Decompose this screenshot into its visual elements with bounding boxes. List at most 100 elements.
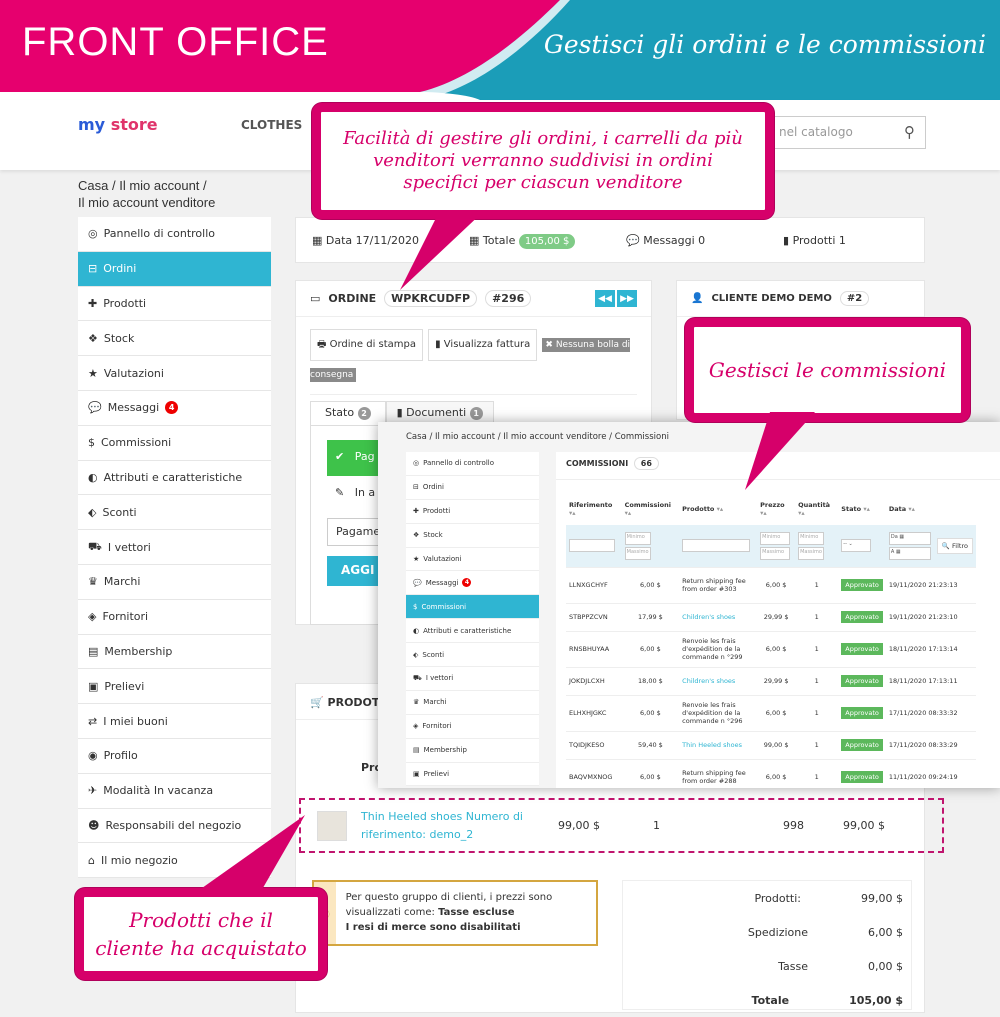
overlay-sidebar-item[interactable]: ◎ Pannello di controllo <box>406 452 539 476</box>
next-order-button[interactable]: ▶▶ <box>617 290 637 307</box>
commissions-table: Riferimento ▾▴ Commissioni ▾▴ Prodotto ▾▴ P… <box>566 492 976 788</box>
credit-card-icon: ▭ <box>310 292 321 305</box>
overlay-sidebar-item[interactable]: ◐ Attributi e caratteristiche <box>406 619 539 644</box>
filter-qty-min[interactable]: Minimo <box>798 531 825 545</box>
user-icon: ◉ <box>88 749 98 763</box>
plane-icon: ✈ <box>88 784 98 798</box>
filter-reference[interactable] <box>569 539 615 553</box>
sidebar-item[interactable]: ⬖ Sconti <box>78 495 271 531</box>
overlay-sidebar-item[interactable]: 💬 Messaggi 4 <box>406 571 539 596</box>
star-icon: ★ <box>88 366 98 380</box>
overlay-sidebar-item[interactable]: ▣ Prelievi <box>406 763 539 787</box>
filter-qty-max[interactable]: Massimo <box>798 546 825 560</box>
overlay-sidebar-item[interactable]: ★ Valutazioni <box>406 548 539 572</box>
adjust-icon: ◐ <box>413 626 420 635</box>
breadcrumb-account[interactable]: Il mio account <box>119 178 200 193</box>
gift-icon: ✚ <box>413 507 419 516</box>
sidebar-item[interactable]: ✚ Prodotti <box>78 287 271 322</box>
sidebar-item-label: Valutazioni <box>103 366 164 380</box>
banner-title: FRONT OFFICE <box>22 20 329 64</box>
column-header[interactable]: Prodotto ▾▴ <box>682 504 724 513</box>
store-logo[interactable]: my store <box>78 115 158 134</box>
sidebar-item-label: I vettori <box>107 540 151 554</box>
tab-status[interactable]: Stato 2 <box>310 401 386 425</box>
search-icon[interactable]: ⚲ <box>904 123 915 141</box>
sort-icon[interactable]: ▾▴ <box>908 504 915 513</box>
sidebar-item[interactable]: $ Commissioni <box>78 426 271 461</box>
column-header[interactable]: Prezzo ▾▴ <box>760 500 785 517</box>
filter-commission-min[interactable]: Minimo <box>624 531 651 545</box>
search-input[interactable]: nel catalogo ⚲ <box>760 116 926 149</box>
exchange-icon: ⇄ <box>88 714 98 728</box>
sidebar-item[interactable]: 💬 Messaggi 4 <box>78 391 271 426</box>
sidebar-item[interactable]: ❖ Stock <box>78 321 271 357</box>
column-header[interactable]: Riferimento ▾▴ <box>569 500 613 517</box>
product-link[interactable]: Thin Heeled shoes <box>679 731 758 760</box>
filter-price-max[interactable]: Massimo <box>760 546 791 560</box>
print-order-button[interactable]: 🖶 Ordine di stampa <box>310 329 424 361</box>
breadcrumb-seller-account[interactable]: Il mio account venditore <box>78 195 216 210</box>
card-icon: ▤ <box>413 746 420 755</box>
column-header[interactable]: Quantità ▾▴ <box>798 500 831 517</box>
overlay-sidebar-item[interactable]: $ Commissioni <box>406 595 539 620</box>
sidebar-item[interactable]: ◎ Pannello di controllo <box>78 217 271 252</box>
sidebar-item[interactable]: ◈ Fornitori <box>78 600 271 635</box>
sidebar-item-label: Sconti <box>102 505 137 519</box>
column-header[interactable]: Commissioni ▾▴ <box>624 500 671 517</box>
overlay-sidebar-item[interactable]: ♛ Marchi <box>406 691 539 715</box>
column-header[interactable]: Stato ▾▴ <box>841 504 870 513</box>
filter-date-from[interactable]: Da ▦ <box>888 531 931 545</box>
sort-icon[interactable]: ▾▴ <box>624 508 632 517</box>
overlay-sidebar-item[interactable]: ❖ Stock <box>406 524 539 548</box>
sidebar-item[interactable]: ★ Valutazioni <box>78 356 271 391</box>
overlay-sidebar-item[interactable]: ◈ Fornitori <box>406 715 539 739</box>
product-link[interactable]: Children's shoes <box>679 603 758 632</box>
product-link[interactable]: Thin Heeled shoes Numero di riferimento:… <box>361 809 523 841</box>
filter-price-min[interactable]: Minimo <box>760 531 791 545</box>
sidebar-item[interactable]: ⛟ I vettori <box>78 530 271 565</box>
commissions-screenshot: Casa / Il mio account / Il mio account v… <box>378 422 1000 788</box>
sidebar-item[interactable]: ⊟ Ordini <box>78 251 271 287</box>
sidebar-item[interactable]: ♛ Marchi <box>78 565 271 600</box>
sidebar-item[interactable]: ✈ Modalità In vacanza <box>78 774 271 809</box>
menu-clothes[interactable]: CLOTHES <box>241 118 303 132</box>
sidebar-item-label: Commissioni <box>101 436 172 450</box>
filter-product[interactable] <box>682 539 751 553</box>
view-invoice-button[interactable]: ▮ Visualizza fattura <box>428 329 538 361</box>
overlay-sidebar-item[interactable]: ⬖ Sconti <box>406 643 539 668</box>
filter-date-to[interactable]: A ▦ <box>888 546 931 560</box>
product-total: 99,00 $ <box>843 819 885 832</box>
sidebar-item[interactable]: ▣ Prelievi <box>78 669 271 705</box>
trophy-icon: ♛ <box>413 698 420 707</box>
overlay-sidebar-item[interactable]: ✚ Prodotti <box>406 500 539 524</box>
product-link[interactable]: Children's shoes <box>679 667 758 696</box>
overlay-sidebar-item[interactable]: ⊟ Ordini <box>406 476 539 500</box>
prev-order-button[interactable]: ◀◀ <box>595 290 615 307</box>
status-badge: Approvato <box>841 611 883 623</box>
sidebar-item[interactable]: ☻ Responsabili del negozio <box>78 809 271 844</box>
sort-icon[interactable]: ▾▴ <box>863 504 870 513</box>
overlay-sidebar-item[interactable]: ⛟ I vettori <box>406 667 539 691</box>
commission-row: STBPPZCVN 17,99 $ Children's shoes 29,99 $1… <box>566 603 976 632</box>
column-header[interactable]: Data ▾▴ <box>888 504 915 513</box>
sidebar-item[interactable]: ▤ Membership <box>78 635 271 670</box>
filter-commission-max[interactable]: Massimo <box>624 546 651 560</box>
sidebar-item[interactable]: ⌂ Il mio negozio <box>78 843 271 879</box>
sort-icon[interactable]: ▾▴ <box>760 508 767 517</box>
tab-documents[interactable]: ▮ Documenti 1 <box>385 401 494 425</box>
filter-button[interactable]: 🔍 Filtro <box>936 537 973 554</box>
commissions-panel: COMMISSIONI 66 Riferimento ▾▴ Commissioni… <box>556 452 1000 788</box>
breadcrumb-home[interactable]: Casa <box>78 178 109 193</box>
filter-status-select[interactable]: -- ⌄ <box>841 539 872 553</box>
product-thumbnail <box>317 810 347 841</box>
sort-icon[interactable]: ▾▴ <box>798 508 805 517</box>
sidebar-item[interactable]: ◉ Profilo <box>78 739 271 774</box>
sort-icon[interactable]: ▾▴ <box>716 504 724 513</box>
overlay-sidebar-label: Marchi <box>423 698 447 707</box>
overlay-sidebar: ◎ Pannello di controllo ⊟ Ordini ✚ Prodotti ❖ S… <box>406 452 539 787</box>
sidebar-item[interactable]: ◐ Attributi e caratteristiche <box>78 461 271 496</box>
overlay-sidebar-item[interactable]: ▤ Membership <box>406 739 539 763</box>
sort-icon[interactable]: ▾▴ <box>569 508 576 517</box>
card-icon: ▤ <box>88 644 99 658</box>
sidebar-item[interactable]: ⇄ I miei buoni <box>78 704 271 739</box>
